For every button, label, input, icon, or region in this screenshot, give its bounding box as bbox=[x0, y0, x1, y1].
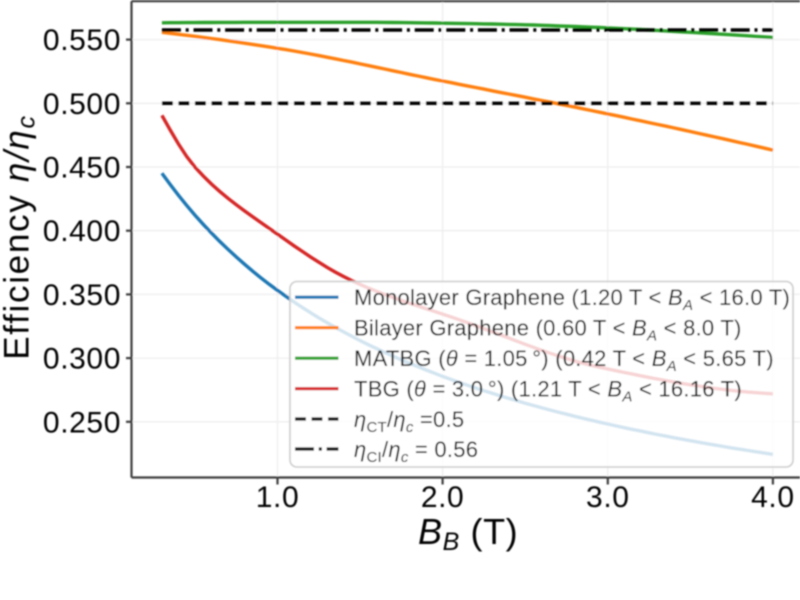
svg-text:0.550: 0.550 bbox=[43, 24, 121, 57]
svg-text:0.500: 0.500 bbox=[43, 88, 121, 121]
svg-text:0.450: 0.450 bbox=[43, 152, 121, 185]
svg-text:ηCT/ηc =0.5: ηCT/ηc =0.5 bbox=[354, 407, 464, 436]
svg-text:4.0: 4.0 bbox=[751, 481, 795, 514]
svg-text:TBG (θ = 3.0 °) (1.21 T < BA <: TBG (θ = 3.0 °) (1.21 T < BA < 16.16 T) bbox=[354, 377, 742, 406]
svg-text:0.250: 0.250 bbox=[43, 406, 121, 439]
svg-text:Bilayer Graphene (0.60 T < BA: Bilayer Graphene (0.60 T < BA < 8.0 T) bbox=[354, 316, 742, 345]
svg-text:3.0: 3.0 bbox=[586, 481, 630, 514]
svg-text:1.0: 1.0 bbox=[256, 481, 300, 514]
svg-text:0.350: 0.350 bbox=[43, 279, 121, 312]
svg-text:Efficiency η/ηc: Efficiency η/ηc bbox=[0, 114, 41, 359]
svg-text:BB (T): BB (T) bbox=[418, 511, 518, 556]
svg-text:2.0: 2.0 bbox=[421, 481, 465, 514]
svg-text:Monolayer Graphene (1.20 T < B: Monolayer Graphene (1.20 T < BA < 16.0 T… bbox=[354, 285, 790, 314]
svg-text:0.300: 0.300 bbox=[43, 343, 121, 376]
svg-text:ηCI/ηc = 0.56: ηCI/ηc = 0.56 bbox=[354, 437, 478, 466]
svg-text:0.400: 0.400 bbox=[43, 215, 121, 248]
svg-text:MATBG (θ = 1.05 °) (0.42 T < B: MATBG (θ = 1.05 °) (0.42 T < BA < 5.65 T… bbox=[354, 346, 774, 375]
